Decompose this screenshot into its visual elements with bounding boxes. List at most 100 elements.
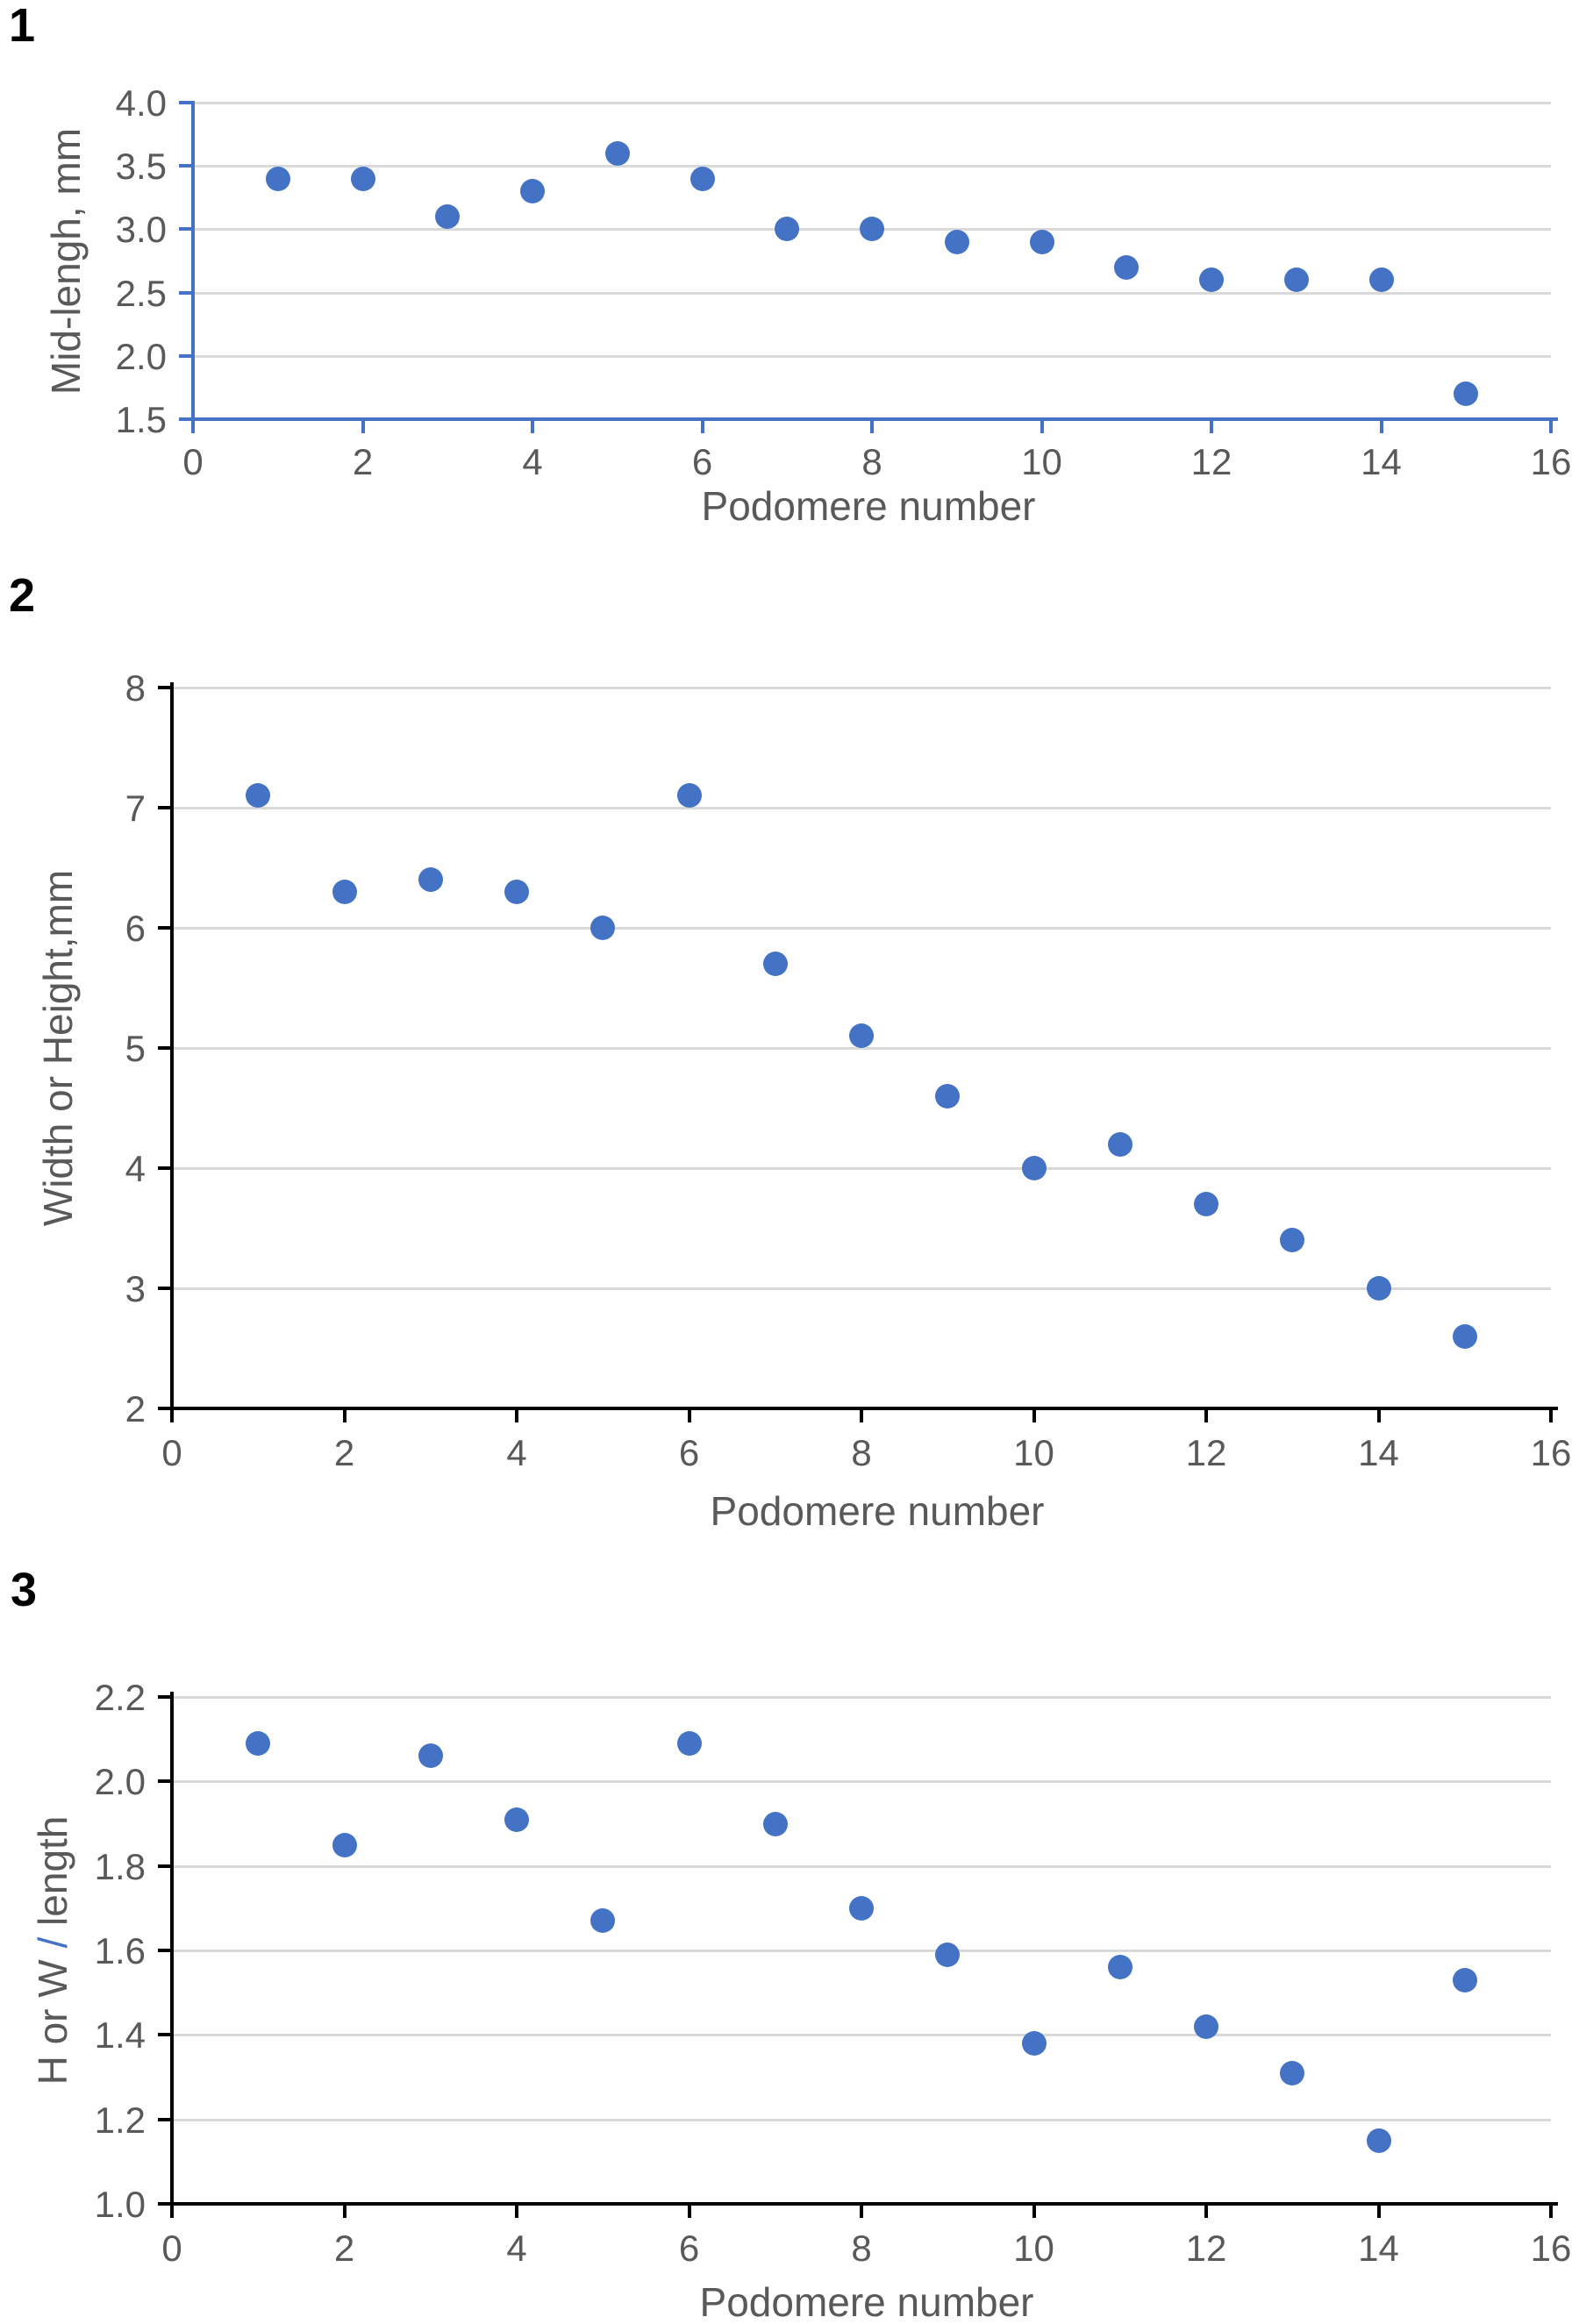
data-point <box>762 1811 788 1836</box>
gridline <box>172 1287 1551 1290</box>
x-tick <box>1549 2206 1553 2218</box>
x-tick <box>700 421 704 433</box>
data-point <box>1107 1955 1132 1980</box>
gridline <box>172 1864 1551 1868</box>
x-tick <box>1204 1410 1208 1422</box>
x-tick-label: 6 <box>678 1432 700 1473</box>
y-tick-label: 2 <box>125 1388 146 1429</box>
y-tick <box>179 101 191 104</box>
data-point <box>1114 254 1140 280</box>
y-tick-label: 1.5 <box>115 399 167 440</box>
y-axis-line <box>191 101 195 419</box>
x-tick <box>1040 421 1044 433</box>
x-tick <box>1379 421 1383 433</box>
x-tick <box>1032 2206 1036 2218</box>
gridline <box>193 228 1551 232</box>
data-point <box>332 879 357 904</box>
data-point <box>1194 1192 1218 1217</box>
x-tick-label: 8 <box>851 2228 872 2269</box>
y-tick-label: 1.0 <box>94 2184 146 2225</box>
x-tick-label: 14 <box>1358 2228 1399 2269</box>
x-axis-line <box>170 1407 1558 1410</box>
x-tick <box>860 1410 863 1422</box>
y-tick <box>158 2117 170 2121</box>
x-tick-label: 0 <box>161 2228 182 2269</box>
gridline <box>172 1950 1551 1952</box>
gridline <box>172 687 1551 689</box>
y-tick <box>158 1166 170 1170</box>
x-tick <box>1376 1410 1381 1422</box>
data-point <box>1452 1323 1477 1349</box>
x-axis-title: Podomere number <box>701 483 1036 529</box>
x-axis-title: Podomere number <box>699 2279 1034 2324</box>
x-axis-title: Podomere number <box>710 1488 1045 1534</box>
y-axis-title-part: Width or Height,mm <box>35 869 81 1227</box>
gridline <box>193 102 1551 104</box>
data-point <box>935 1083 961 1109</box>
y-tick-label: 2.5 <box>115 272 167 314</box>
y-tick-label: 1.6 <box>94 1930 146 1971</box>
y-tick <box>179 227 191 232</box>
y-tick-label: 2.2 <box>94 1677 146 1718</box>
data-point <box>1021 1156 1047 1180</box>
data-point <box>1029 229 1054 254</box>
x-tick <box>687 2206 691 2218</box>
data-point <box>418 867 443 893</box>
y-tick <box>179 353 191 358</box>
x-tick-label: 2 <box>333 2228 355 2269</box>
x-tick <box>515 2206 518 2218</box>
data-point <box>1280 2060 1305 2085</box>
x-tick <box>687 1410 691 1422</box>
y-tick <box>179 417 191 421</box>
y-axis-line <box>170 682 174 1419</box>
gridline <box>193 354 1551 358</box>
data-point <box>1021 2030 1047 2056</box>
x-tick-label: 12 <box>1190 441 1232 482</box>
x-tick <box>531 421 534 433</box>
data-point <box>1280 1228 1305 1253</box>
data-point <box>762 952 788 977</box>
x-tick <box>342 2206 347 2218</box>
data-point <box>590 916 616 940</box>
x-tick <box>870 421 874 433</box>
y-tick <box>158 1779 170 1784</box>
data-point <box>1107 1131 1132 1157</box>
y-tick <box>158 806 170 809</box>
data-point <box>944 229 969 254</box>
data-point <box>1454 381 1479 407</box>
y-tick <box>179 290 191 295</box>
y-tick <box>179 164 191 168</box>
y-tick-label: 8 <box>125 667 146 709</box>
data-point <box>1199 267 1224 293</box>
data-point <box>590 1908 616 1934</box>
gridline <box>172 2118 1551 2121</box>
x-tick <box>191 421 195 433</box>
data-point <box>520 179 545 204</box>
x-tick-label: 16 <box>1530 1432 1572 1473</box>
panel-number: 1 <box>9 0 36 52</box>
y-tick-label: 5 <box>125 1028 146 1069</box>
x-tick-label: 6 <box>691 441 713 482</box>
data-point <box>849 1895 874 1921</box>
x-tick-label: 12 <box>1185 2228 1227 2269</box>
x-tick <box>1204 2206 1208 2218</box>
x-tick <box>1032 1410 1036 1422</box>
x-tick-label: 10 <box>1013 2228 1054 2269</box>
y-axis-title: H or W / length <box>30 1816 75 2085</box>
y-tick <box>158 1949 170 1952</box>
x-tick-label: 4 <box>506 1432 527 1473</box>
data-point <box>676 783 702 809</box>
data-point <box>935 1942 961 1967</box>
x-axis-line <box>170 2202 1558 2206</box>
gridline <box>193 165 1551 168</box>
x-tick <box>860 2206 863 2218</box>
x-tick <box>361 421 365 433</box>
x-tick-label: 14 <box>1358 1432 1399 1473</box>
data-point <box>604 140 630 166</box>
y-tick <box>158 1407 170 1410</box>
x-tick-label: 2 <box>333 1432 355 1473</box>
x-tick <box>1210 421 1213 433</box>
y-tick-label: 4 <box>125 1148 146 1189</box>
x-tick <box>1549 1410 1553 1422</box>
